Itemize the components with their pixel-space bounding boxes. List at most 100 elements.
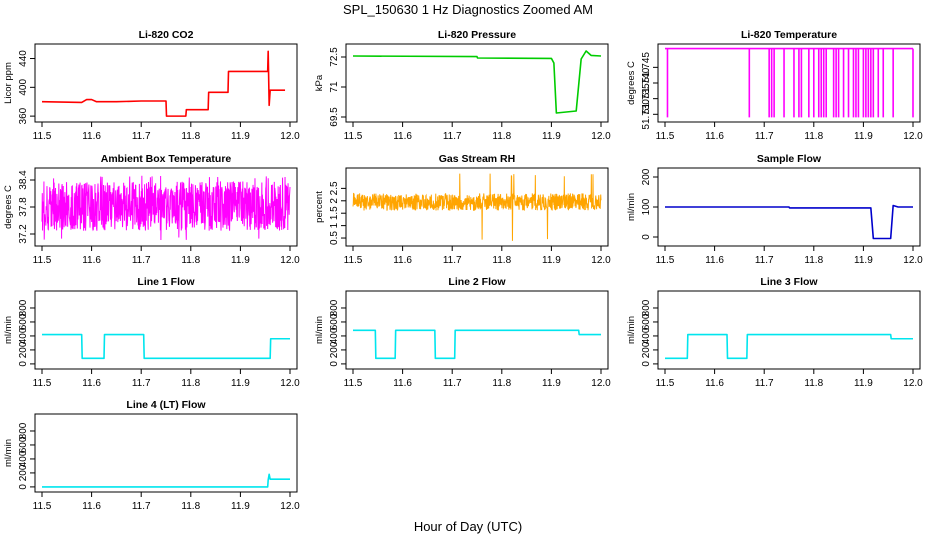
y-tick-label: 71: [329, 81, 340, 93]
y-tick-label: 800: [329, 299, 340, 316]
figure-title: SPL_150630 1 Hz Diagnostics Zoomed AM: [343, 2, 593, 17]
y-axis-label: ml/min: [626, 193, 637, 221]
x-tick-label: 11.9: [854, 378, 873, 389]
panel-line3: Line 3 Flow ml/min 11.5 11.6 11.7 11.8 11.9 12.…: [626, 276, 923, 389]
series-line: [41, 175, 291, 240]
y-tick-label: 51.745: [641, 52, 652, 83]
x-tick-label: 12.0: [280, 501, 300, 512]
x-tick-label: 12.0: [903, 255, 923, 266]
x-tick-label: 12.0: [280, 131, 300, 142]
x-tick-label: 11.5: [344, 131, 363, 142]
y-tick-label: 200: [18, 464, 29, 481]
x-tick-label: 11.9: [231, 131, 250, 142]
x-tick-label: 11.8: [804, 131, 823, 142]
series-line: [352, 173, 602, 241]
x-tick-label: 11.6: [393, 378, 412, 389]
plot-frame: [657, 290, 921, 370]
x-tick-label: 11.9: [854, 131, 873, 142]
panel-title: Li-820 CO2: [139, 29, 194, 41]
x-tick-label: 11.6: [82, 378, 101, 389]
y-tick-label: 800: [18, 299, 29, 316]
x-tick-label: 12.0: [591, 255, 611, 266]
x-tick-label: 12.0: [903, 378, 923, 389]
x-tick-label: 11.6: [705, 255, 724, 266]
x-tick-label: 11.8: [804, 255, 823, 266]
y-tick-label: 38.4: [18, 170, 29, 190]
panel-co2: Li-820 CO2 Licor ppm 11.5 11.6 11.7 11.8 11.9 1…: [3, 29, 300, 142]
x-tick-label: 11.9: [542, 131, 561, 142]
y-tick-label: 100: [641, 198, 652, 215]
x-tick-label: 11.8: [492, 255, 511, 266]
panel-boxtemp: Ambient Box Temperature degrees C 11.5 11.6…: [3, 153, 300, 266]
y-tick-label: 72.5: [329, 47, 340, 67]
x-tick-label: 11.9: [231, 255, 250, 266]
panel-title: Line 1 Flow: [137, 276, 195, 288]
y-tick-label: 37.2: [18, 224, 29, 244]
panel-title: Li-820 Pressure: [438, 29, 516, 41]
y-tick-label: 51.730: [641, 99, 652, 130]
y-tick-label: 1: [329, 222, 340, 228]
x-tick-label: 12.0: [280, 255, 300, 266]
x-tick-label: 11.7: [443, 255, 462, 266]
plot-frame: [34, 43, 298, 123]
y-tick-label: 800: [18, 422, 29, 439]
panel-title: Gas Stream RH: [439, 153, 515, 165]
y-tick-label: 600: [18, 436, 29, 453]
y-tick-label: 69.5: [329, 107, 340, 127]
y-axis-label: ml/min: [314, 316, 325, 344]
x-tick-label: 11.9: [854, 255, 873, 266]
x-tick-label: 11.6: [82, 131, 101, 142]
y-tick-label: 0.5: [329, 231, 340, 245]
panel-title: Line 4 (LT) Flow: [126, 399, 206, 411]
y-axis-label: ml/min: [3, 316, 14, 344]
x-tick-label: 11.7: [132, 501, 151, 512]
series-group: [42, 473, 290, 488]
plot-frame: [345, 43, 609, 123]
x-tick-label: 11.5: [656, 131, 675, 142]
x-tick-label: 11.7: [132, 131, 151, 142]
series-group: [352, 173, 602, 241]
y-tick-label: 2.5: [329, 181, 340, 195]
y-tick-label: 0: [18, 361, 29, 367]
series-group: [352, 50, 602, 114]
x-tick-label: 11.5: [344, 378, 363, 389]
y-tick-label: 0: [18, 484, 29, 490]
y-axis-label: percent: [314, 191, 325, 223]
x-tick-label: 12.0: [591, 131, 611, 142]
x-tick-label: 11.7: [132, 255, 151, 266]
x-tick-label: 11.5: [656, 255, 675, 266]
panel-title: Sample Flow: [757, 153, 822, 165]
panel-title: Line 2 Flow: [448, 276, 506, 288]
y-tick-label: 1.5: [329, 206, 340, 220]
x-tick-label: 11.7: [132, 378, 151, 389]
y-tick-label: 440: [18, 50, 29, 67]
x-tick-label: 11.7: [755, 255, 774, 266]
x-tick-label: 11.5: [656, 378, 675, 389]
y-axis-label: Licor ppm: [3, 62, 14, 104]
series-group: [41, 175, 291, 240]
x-tick-label: 11.9: [542, 378, 561, 389]
series-group: [42, 333, 290, 360]
series-line: [665, 333, 913, 360]
y-tick-label: 360: [18, 107, 29, 124]
x-tick-label: 11.8: [181, 501, 200, 512]
y-tick-label: 400: [641, 327, 652, 344]
x-tick-label: 11.5: [33, 131, 52, 142]
y-tick-label: 600: [329, 313, 340, 330]
y-axis-label: ml/min: [3, 439, 14, 467]
plot-frame: [345, 167, 609, 247]
plot-frame: [34, 413, 298, 493]
panel-line2: Line 2 Flow ml/min 11.5 11.6 11.7 11.8 11.9 12.…: [314, 276, 611, 389]
series-line: [352, 50, 602, 114]
figure-x-axis-label: Hour of Day (UTC): [414, 519, 522, 534]
x-tick-label: 11.9: [542, 255, 561, 266]
x-tick-label: 11.7: [755, 131, 774, 142]
series-group: [665, 204, 913, 240]
series-group: [665, 333, 913, 360]
series-line: [41, 50, 286, 117]
x-tick-label: 11.6: [82, 255, 101, 266]
x-tick-label: 11.5: [33, 255, 52, 266]
y-axis-label: degrees C: [3, 185, 14, 229]
plot-frame: [34, 290, 298, 370]
y-axis-label: degrees C: [626, 61, 637, 105]
